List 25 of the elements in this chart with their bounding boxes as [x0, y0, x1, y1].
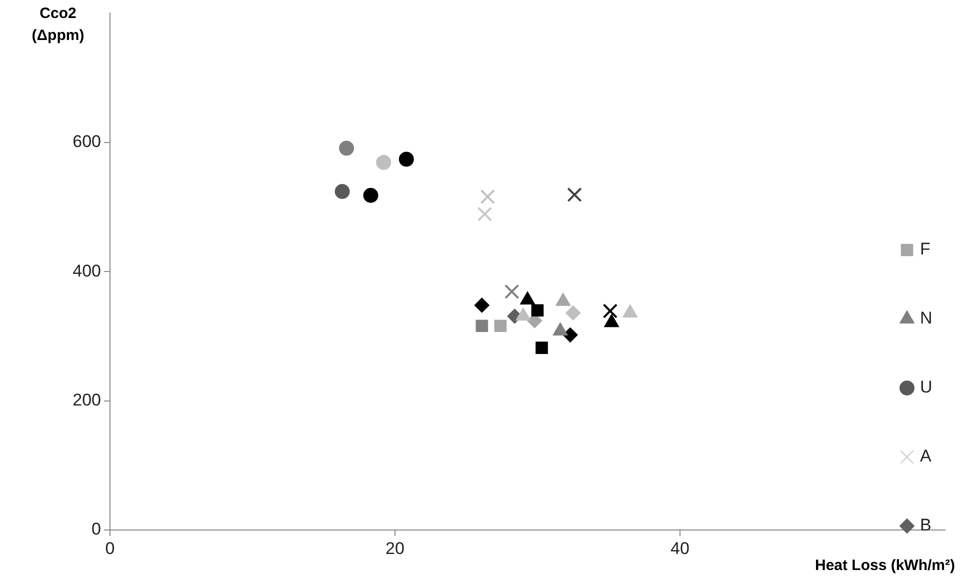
point	[334, 184, 350, 199]
point	[504, 284, 520, 299]
legend-label: U	[920, 378, 932, 397]
y-tick-label: 600	[72, 132, 101, 152]
point	[363, 188, 378, 203]
y-tick-label: 400	[72, 261, 101, 280]
y-tick-label: 200	[72, 390, 101, 410]
legend-label: N	[920, 308, 932, 328]
point	[480, 189, 495, 204]
legend-label: A	[920, 446, 932, 466]
point	[494, 320, 507, 332]
y-axis-title: Cco2 (Δppm)	[32, 5, 84, 44]
legend-label: B	[920, 516, 932, 535]
x-tick-label: 40	[670, 538, 690, 558]
legend-label: F	[920, 240, 930, 259]
y-tick-label: 0	[92, 520, 101, 539]
point	[536, 342, 548, 354]
x-tick-label: 0	[105, 538, 115, 558]
x-axis-title: Heat Loss (kWh/m²)	[814, 557, 955, 574]
point	[398, 152, 414, 167]
point	[531, 304, 544, 317]
point	[474, 298, 490, 313]
x-tick-label: 20	[386, 538, 404, 558]
point	[567, 187, 582, 202]
point	[477, 206, 492, 222]
